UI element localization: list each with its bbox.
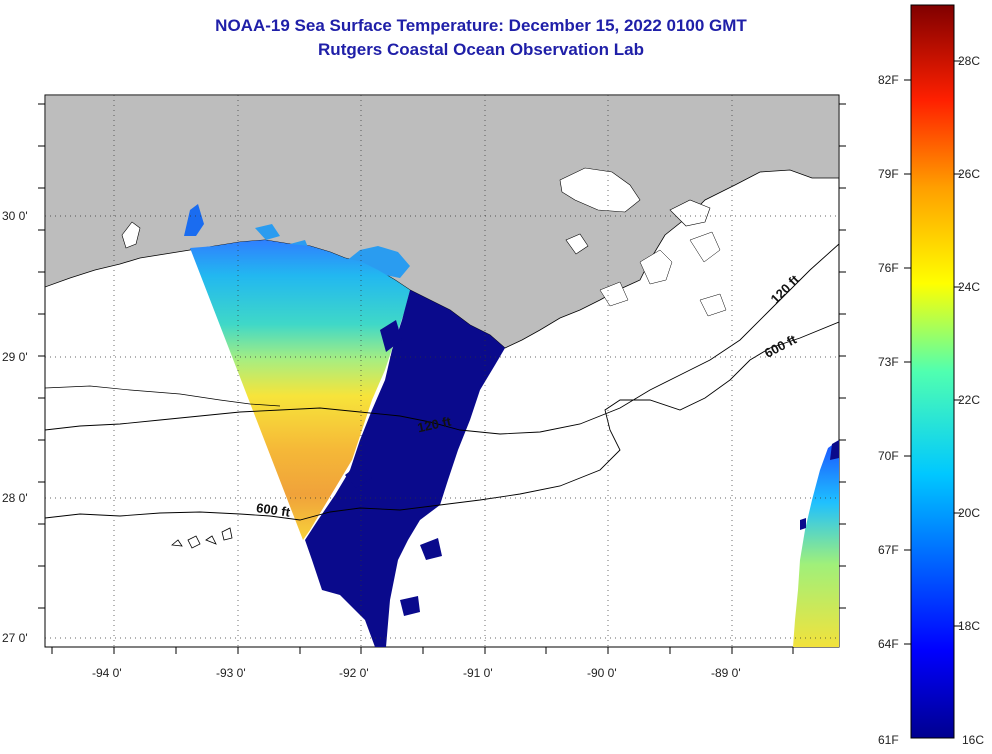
- lat-tick-label: 28 0': [2, 491, 28, 505]
- lon-tick-label: -92 0': [339, 666, 369, 680]
- map-subtitle: Rutgers Coastal Ocean Observation Lab: [318, 40, 644, 59]
- colorbar: [910, 4, 955, 739]
- lon-tick-label: -94 0': [92, 666, 122, 680]
- lat-tick-label: 30 0': [2, 209, 28, 223]
- colorbar-f-label: 70F: [878, 449, 899, 463]
- colorbar-f-label: 67F: [878, 543, 899, 557]
- cloud-blobs: [345, 320, 442, 616]
- lon-tick-label: -89 0': [711, 666, 741, 680]
- lake-borgne: [669, 199, 711, 227]
- colorbar-f-label: 82F: [878, 73, 899, 87]
- delta-marsh: [599, 231, 727, 317]
- lake-calcasieu: [121, 221, 141, 249]
- map-title: NOAA-19 Sea Surface Temperature: Decembe…: [215, 16, 747, 35]
- inland-water-sst: [255, 224, 410, 278]
- island-chain: [171, 527, 233, 549]
- contour-inner: [45, 385, 281, 407]
- colorbar-c-label: 22C: [958, 393, 980, 407]
- colorbar-c-label: 24C: [958, 280, 980, 294]
- colorbar-ticks: [904, 60, 961, 645]
- cloud-lake: [184, 204, 204, 236]
- colorbar-c-label: 26C: [958, 167, 980, 181]
- lon-tick-label: -90 0': [587, 666, 617, 680]
- lat-tick-label: 27 0': [2, 631, 28, 645]
- colorbar-f-label: 64F: [878, 637, 899, 651]
- colorbar-c-label: 20C: [958, 506, 980, 520]
- lon-tick-label: -93 0': [216, 666, 246, 680]
- sst-swath-west: [190, 240, 410, 540]
- grid: [45, 95, 839, 647]
- colorbar-f-label: 73F: [878, 355, 899, 369]
- lon-tick-label: -91 0': [463, 666, 493, 680]
- sst-swath-east: [793, 440, 839, 647]
- colorbar-f-label: 79F: [878, 167, 899, 181]
- colorbar-f-label: 61F: [878, 733, 899, 747]
- contour-label: 600 ft: [255, 500, 291, 520]
- colorbar-c-label: 16C: [962, 733, 984, 747]
- lake-pontchartrain: [559, 167, 641, 213]
- contour-120-mid: [45, 243, 839, 435]
- lat-tick-label: 29 0': [2, 350, 28, 364]
- contour-label: 120 ft: [416, 413, 453, 435]
- contour-600-west: [45, 321, 839, 521]
- colorbar-c-label: 18C: [958, 619, 980, 633]
- colorbar-c-label: 28C: [958, 54, 980, 68]
- cloud-mask: [305, 290, 505, 647]
- lake-salvador: [565, 233, 589, 255]
- axis-ticks: [38, 103, 846, 654]
- colorbar-f-label: 76F: [878, 261, 899, 275]
- cloud-east: [800, 440, 839, 530]
